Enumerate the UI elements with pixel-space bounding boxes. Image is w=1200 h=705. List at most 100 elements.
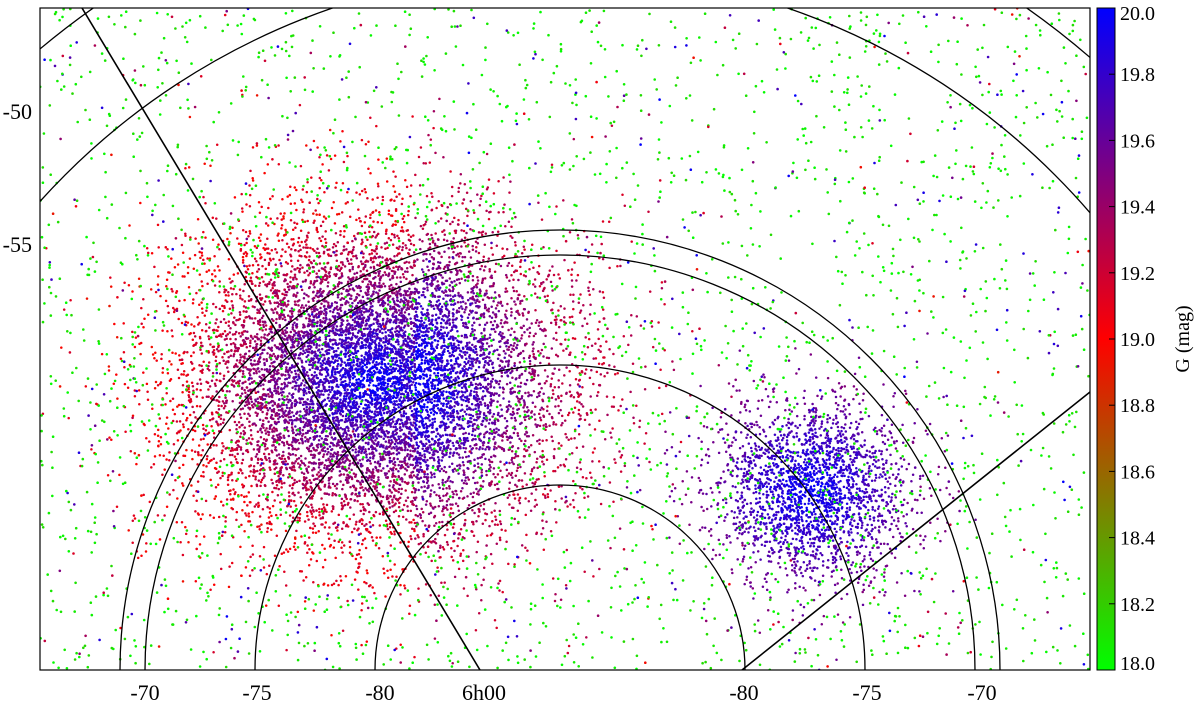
data-point <box>335 367 339 370</box>
data-point <box>305 293 308 297</box>
data-point <box>156 275 160 278</box>
data-point <box>289 259 293 262</box>
data-point <box>337 513 341 517</box>
data-point <box>376 196 379 199</box>
data-point <box>206 443 209 446</box>
data-point <box>491 562 494 565</box>
data-point <box>397 418 400 421</box>
data-point <box>228 453 232 457</box>
data-point <box>447 380 451 384</box>
data-point <box>506 438 509 442</box>
data-point <box>447 247 450 250</box>
data-point <box>257 501 260 505</box>
data-point <box>482 389 485 393</box>
data-point <box>278 258 281 262</box>
data-point <box>312 318 315 322</box>
data-point <box>445 390 448 394</box>
data-point <box>374 510 378 514</box>
data-point <box>156 223 160 227</box>
data-point <box>528 331 532 335</box>
data-point <box>538 394 541 397</box>
data-point <box>422 162 425 165</box>
data-point <box>290 349 293 353</box>
data-point <box>306 514 309 518</box>
data-point <box>385 228 388 231</box>
data-point <box>488 463 491 467</box>
data-point <box>474 283 478 287</box>
data-point <box>375 343 378 347</box>
data-point <box>520 394 524 398</box>
data-point <box>470 287 473 291</box>
data-point <box>165 285 168 288</box>
data-point <box>289 219 293 222</box>
data-point <box>319 318 322 322</box>
data-point <box>267 452 271 456</box>
data-point <box>207 361 211 364</box>
data-point <box>537 324 541 328</box>
data-point <box>287 421 291 425</box>
data-point <box>199 256 202 260</box>
data-point <box>272 257 275 261</box>
data-point <box>275 251 279 254</box>
data-point <box>353 299 356 303</box>
data-point <box>531 401 535 404</box>
data-point <box>562 349 565 352</box>
data-point <box>282 443 286 447</box>
data-point <box>511 410 515 414</box>
data-point <box>650 325 654 328</box>
data-point <box>401 245 404 249</box>
data-point <box>190 362 194 365</box>
data-point <box>217 325 220 329</box>
data-point <box>106 474 110 477</box>
data-point <box>456 375 460 379</box>
data-point <box>436 566 439 569</box>
data-point <box>425 375 429 378</box>
data-point <box>487 363 491 366</box>
data-point <box>381 195 385 199</box>
data-point <box>430 305 433 308</box>
data-point <box>498 379 502 383</box>
data-point <box>259 480 263 484</box>
data-point <box>527 499 531 503</box>
data-point <box>442 238 446 241</box>
data-point <box>352 427 355 431</box>
data-point <box>492 299 495 303</box>
data-point <box>527 391 530 394</box>
data-point <box>264 283 267 287</box>
data-point <box>542 246 545 249</box>
data-point <box>447 331 450 335</box>
data-point <box>513 427 517 431</box>
data-point <box>508 481 512 484</box>
data-point <box>293 186 297 189</box>
data-point <box>385 157 389 160</box>
data-point <box>513 416 517 420</box>
data-point <box>199 517 203 521</box>
data-point <box>262 303 265 306</box>
data-point <box>445 540 449 544</box>
data-point <box>386 296 390 300</box>
data-point <box>521 312 524 315</box>
data-point <box>212 302 215 306</box>
data-point <box>498 415 502 418</box>
data-point <box>399 425 402 429</box>
data-point <box>488 418 492 421</box>
data-point <box>287 245 291 249</box>
data-point <box>397 470 400 473</box>
data-point <box>430 430 433 434</box>
data-point <box>408 612 411 615</box>
data-point <box>285 403 288 407</box>
data-point <box>327 482 331 485</box>
data-point <box>298 103 302 107</box>
data-point <box>264 432 268 435</box>
data-point <box>394 340 398 344</box>
data-point <box>217 415 221 419</box>
data-point <box>331 507 335 511</box>
data-point <box>471 438 474 442</box>
data-point <box>550 435 553 438</box>
data-point <box>506 264 509 268</box>
data-point <box>180 321 184 325</box>
data-point <box>425 257 428 261</box>
data-point <box>414 386 417 389</box>
data-point <box>513 342 516 345</box>
data-point <box>262 472 266 475</box>
